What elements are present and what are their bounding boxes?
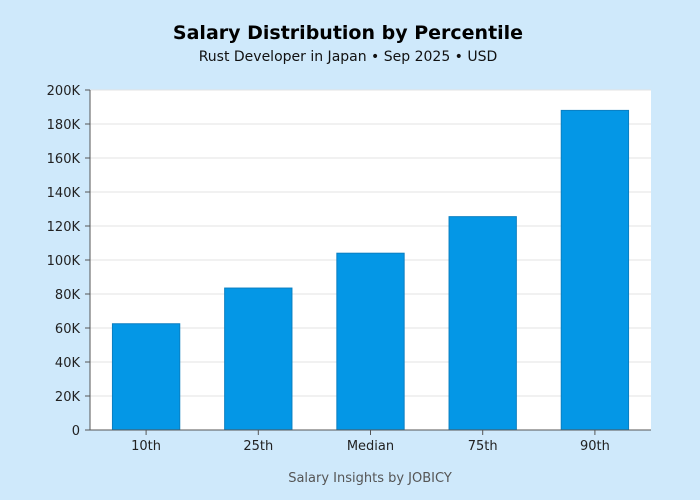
bar-median xyxy=(336,252,405,431)
chart-title: Salary Distribution by Percentile xyxy=(173,22,523,44)
x-tick-label: 75th xyxy=(468,439,498,454)
y-tick-label: 40K xyxy=(55,356,81,371)
x-tick-label: 90th xyxy=(580,439,610,454)
x-axis-ticks: 10th 25th Median 75th 90th xyxy=(131,430,610,454)
y-tick-label: 0 xyxy=(72,424,80,439)
bar-10th xyxy=(111,323,181,431)
y-tick-label: 60K xyxy=(55,322,81,337)
bars xyxy=(111,109,630,431)
y-tick-label: 180K xyxy=(47,118,81,133)
y-axis-ticks: 0 20K 40K 60K 80K 100K 120K 140K 160K 180K 200K xyxy=(47,84,90,439)
y-tick-label: 160K xyxy=(47,152,81,167)
y-tick-label: 120K xyxy=(47,220,81,235)
y-tick-label: 100K xyxy=(47,254,81,269)
chart-footer: Salary Insights by JOBICY xyxy=(288,471,452,486)
x-tick-label: 10th xyxy=(131,439,161,454)
bar-75th xyxy=(448,216,517,431)
y-tick-label: 20K xyxy=(55,390,81,405)
bar-25th xyxy=(224,287,293,431)
y-tick-label: 140K xyxy=(47,186,81,201)
y-tick-label: 80K xyxy=(55,288,81,303)
y-tick-label: 200K xyxy=(47,84,81,99)
x-tick-label: 25th xyxy=(243,439,273,454)
x-tick-label: Median xyxy=(347,439,394,454)
bar-90th xyxy=(560,109,630,431)
chart-subtitle: Rust Developer in Japan • Sep 2025 • USD xyxy=(199,49,498,65)
